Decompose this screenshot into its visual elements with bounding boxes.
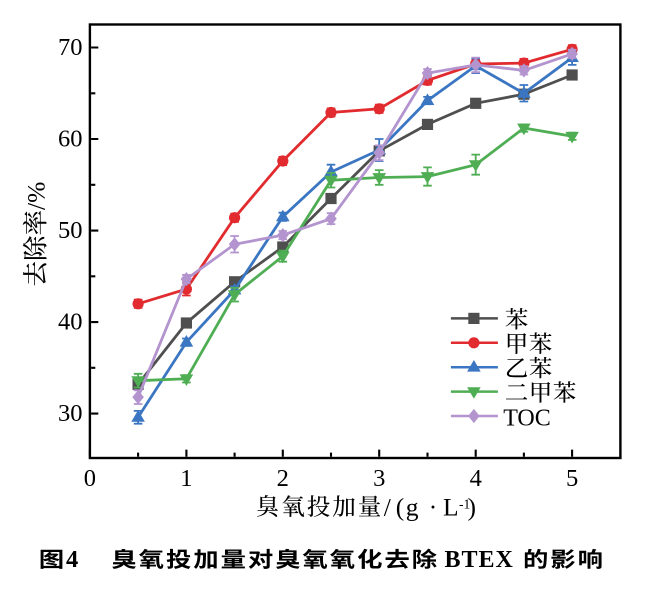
svg-text:5: 5 xyxy=(566,465,578,492)
svg-text:·: · xyxy=(429,492,438,521)
svg-text:4: 4 xyxy=(66,546,78,573)
svg-text:/: / xyxy=(384,492,392,521)
svg-text:4: 4 xyxy=(470,465,482,492)
svg-text:-1: -1 xyxy=(459,497,470,512)
svg-text:70: 70 xyxy=(58,34,83,61)
svg-text:TOC: TOC xyxy=(503,405,551,431)
svg-text:60: 60 xyxy=(58,125,83,152)
svg-text:BTEX: BTEX xyxy=(445,547,514,573)
svg-text:50: 50 xyxy=(58,217,83,244)
svg-text:0: 0 xyxy=(84,465,96,492)
svg-text:L: L xyxy=(443,492,459,521)
svg-text:(: ( xyxy=(396,492,405,521)
svg-text:3: 3 xyxy=(373,465,385,492)
svg-text:2: 2 xyxy=(277,465,289,492)
svg-text:40: 40 xyxy=(58,308,83,335)
svg-text:): ) xyxy=(468,492,477,521)
svg-text:/%: /% xyxy=(22,182,51,210)
svg-text:g: g xyxy=(406,492,419,521)
svg-text:1: 1 xyxy=(180,465,192,492)
svg-text:30: 30 xyxy=(58,400,83,427)
